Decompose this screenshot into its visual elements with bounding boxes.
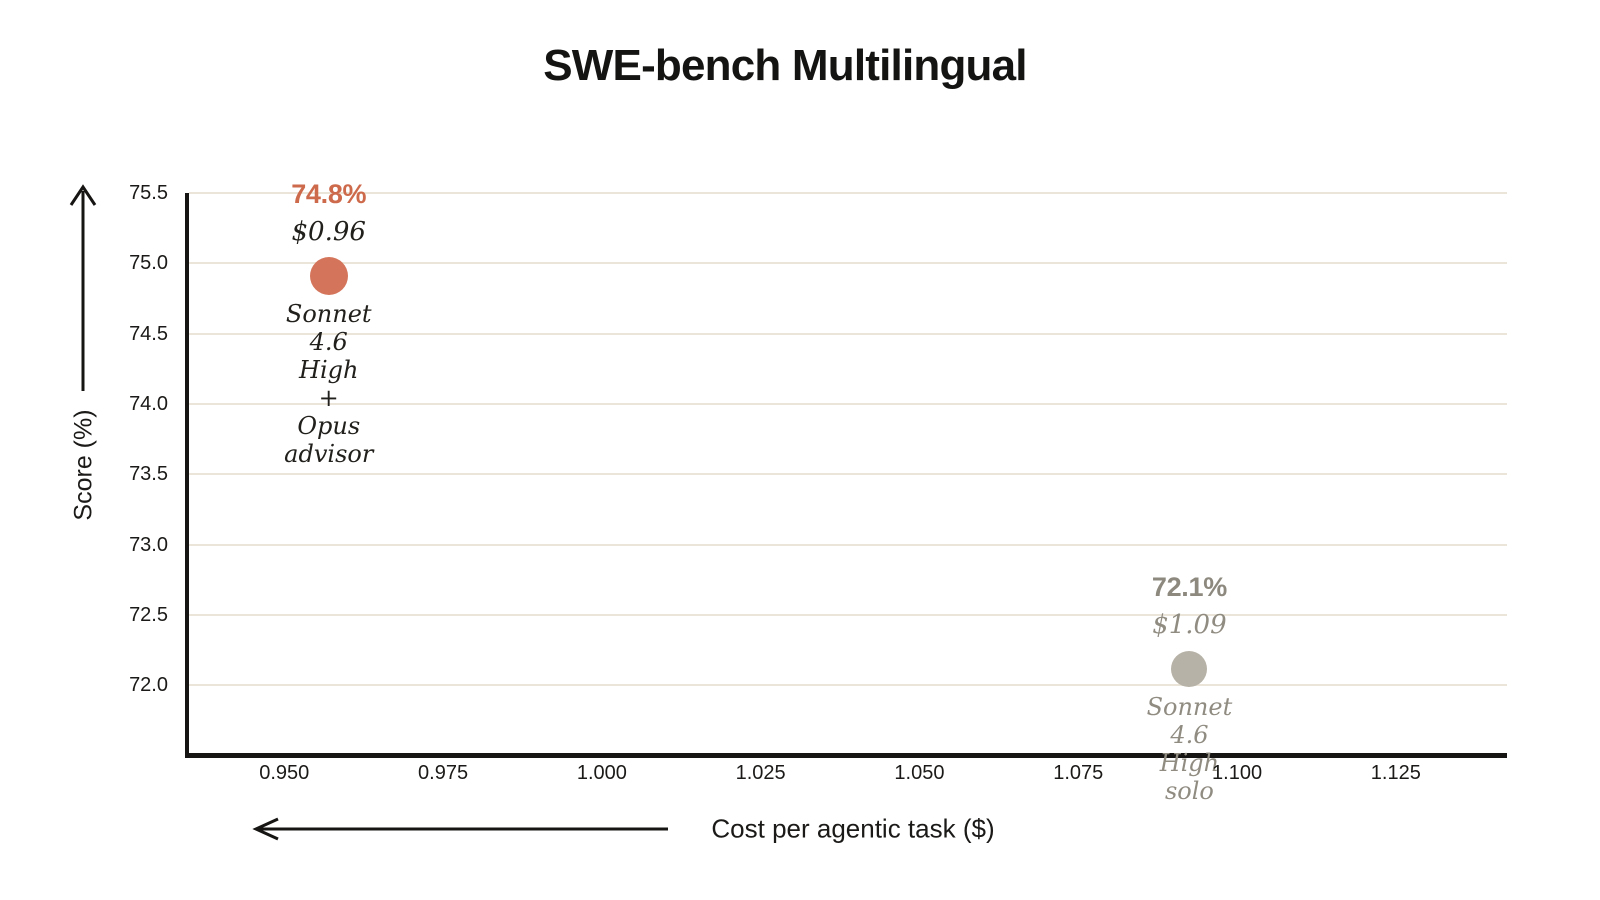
plot-area: 74.8% $0.96 Sonnet 4.6 High + Opus advisor… [185, 179, 1507, 805]
x-tick-label: 1.000 [576, 762, 627, 784]
point-cost-label: $1.09 [1152, 609, 1227, 640]
y-tick-label: 73.0 [129, 533, 168, 556]
point-score-label: 72.1% [1151, 571, 1227, 602]
x-tick-label: 1.125 [1370, 762, 1421, 784]
point-dot [309, 257, 348, 295]
gridline [189, 403, 1507, 406]
gridline [189, 473, 1507, 476]
y-tick-label: 72.0 [129, 674, 168, 697]
left-arrow-icon [252, 817, 668, 841]
x-tick-label: 0.950 [259, 762, 310, 784]
gridline [189, 192, 1507, 194]
x-tick-label: 1.025 [735, 762, 786, 784]
point-dot [1171, 650, 1208, 687]
y-axis-label: Score (%) [69, 409, 98, 521]
x-tick-label: 0.975 [418, 762, 469, 784]
x-tick-label: 1.050 [894, 762, 945, 784]
y-tick-label: 74.0 [129, 393, 168, 416]
point-name-label: Sonnet 4.6 High solo [1146, 692, 1233, 805]
point-cost-label: $0.96 [291, 217, 366, 247]
point-score-label: 74.8% [291, 179, 367, 209]
gridline [189, 262, 1507, 265]
up-arrow-icon [69, 184, 97, 391]
x-axis-label: Cost per agentic task ($) [711, 813, 995, 844]
y-tick-label: 75.5 [129, 182, 168, 204]
gridline [189, 684, 1507, 687]
y-tick-label: 75.0 [129, 252, 168, 275]
x-tick-label: 1.100 [1212, 762, 1263, 784]
chart-title: SWE-bench Multilingual [543, 41, 1027, 90]
gridline [189, 543, 1507, 546]
y-tick-label: 72.5 [129, 604, 168, 627]
x-tick-label: 1.075 [1053, 762, 1104, 784]
y-tick-label: 74.5 [129, 322, 168, 345]
y-tick-label: 73.5 [129, 463, 168, 486]
gridline [189, 614, 1507, 617]
gridline [189, 332, 1507, 335]
point-name-label: Sonnet 4.6 High + Opus advisor [284, 300, 374, 468]
